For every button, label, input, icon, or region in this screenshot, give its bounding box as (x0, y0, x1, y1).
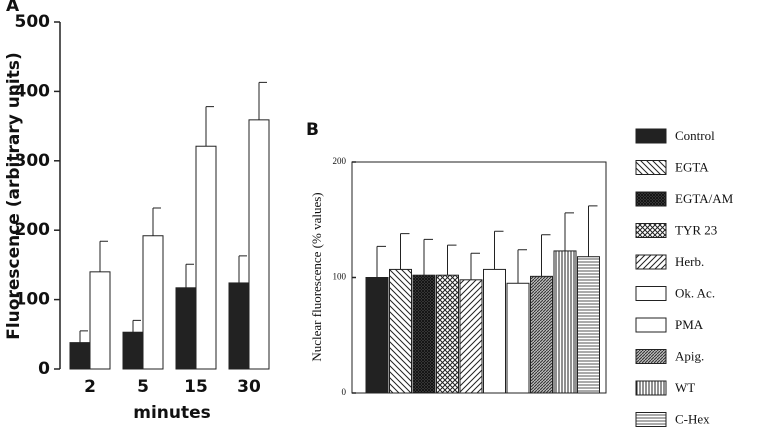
y-axis-label: Fluorescence (arbitrary units) (4, 52, 24, 340)
bar (228, 282, 250, 370)
legend-swatch (635, 254, 667, 270)
bar (248, 119, 270, 370)
y-tick-label: 100 (15, 290, 51, 310)
error-bar (588, 205, 598, 257)
y-tick-label: 0 (342, 387, 347, 397)
legend-swatch (635, 191, 667, 207)
bar (577, 256, 600, 394)
bar (483, 268, 506, 394)
error-bar (79, 330, 88, 343)
legend-label: EGTA (675, 159, 709, 174)
y-tick-label: 200 (15, 220, 51, 240)
y-tick-label: 500 (15, 12, 51, 32)
bar (195, 145, 217, 370)
x-tick-label: 30 (237, 377, 261, 397)
bar (553, 250, 577, 394)
bar (175, 287, 197, 370)
legend-swatch (635, 160, 667, 175)
x-axis-label: minutes (133, 403, 211, 423)
bar (365, 277, 389, 394)
bar (459, 279, 483, 394)
error-bar (494, 230, 504, 270)
error-bar (564, 212, 574, 251)
error-bar (517, 249, 527, 284)
y-tick-label: 300 (15, 151, 51, 171)
error-bar (238, 255, 247, 283)
legend-swatch (635, 223, 667, 238)
legend-swatch (635, 412, 667, 427)
x-tick-label: 15 (184, 377, 208, 397)
y-tick-label: 0 (38, 359, 50, 379)
legend-swatch (635, 349, 667, 364)
y-tick-label: 400 (15, 81, 51, 101)
bar (530, 275, 553, 394)
legend-label: Apig. (675, 348, 704, 363)
legend-label: TYR 23 (675, 222, 717, 237)
error-bar (152, 207, 161, 236)
x-tick-label: 2 (84, 377, 96, 397)
bar (69, 342, 91, 370)
bar (389, 268, 412, 394)
legend-label: Ok. Ac. (675, 285, 715, 300)
y-tick-label: 100 (333, 272, 347, 282)
panel-label: B (306, 120, 319, 140)
y-axis-label: Nuclear fluorescence (% values) (309, 192, 324, 361)
error-bar (185, 263, 194, 288)
legend-swatch (635, 128, 667, 144)
legend-swatch (635, 380, 667, 396)
legend-label: C-Hex (675, 411, 710, 426)
legend-label: PMA (675, 317, 704, 332)
error-bar (258, 81, 267, 120)
legend-swatch (635, 317, 667, 333)
error-bar (470, 252, 480, 280)
bar (506, 282, 530, 394)
bar (122, 331, 144, 370)
bar (412, 274, 436, 394)
error-bar (132, 319, 141, 333)
error-bar (423, 238, 433, 276)
error-bar (205, 106, 214, 147)
error-bar (376, 245, 386, 278)
error-bar (447, 244, 457, 276)
x-tick-label: 5 (137, 377, 149, 397)
error-bar (541, 234, 551, 277)
error-bar (99, 240, 108, 272)
legend-label: EGTA/AM (675, 191, 734, 206)
legend-swatch (635, 286, 667, 301)
legend-label: Herb. (675, 254, 704, 269)
legend-label: WT (675, 380, 695, 395)
bar (436, 274, 459, 394)
legend-label: Control (675, 128, 715, 143)
y-tick-label: 200 (333, 156, 347, 166)
error-bar (400, 233, 410, 270)
panel-label: A (6, 0, 20, 16)
bar (89, 271, 111, 370)
bar (142, 235, 164, 370)
